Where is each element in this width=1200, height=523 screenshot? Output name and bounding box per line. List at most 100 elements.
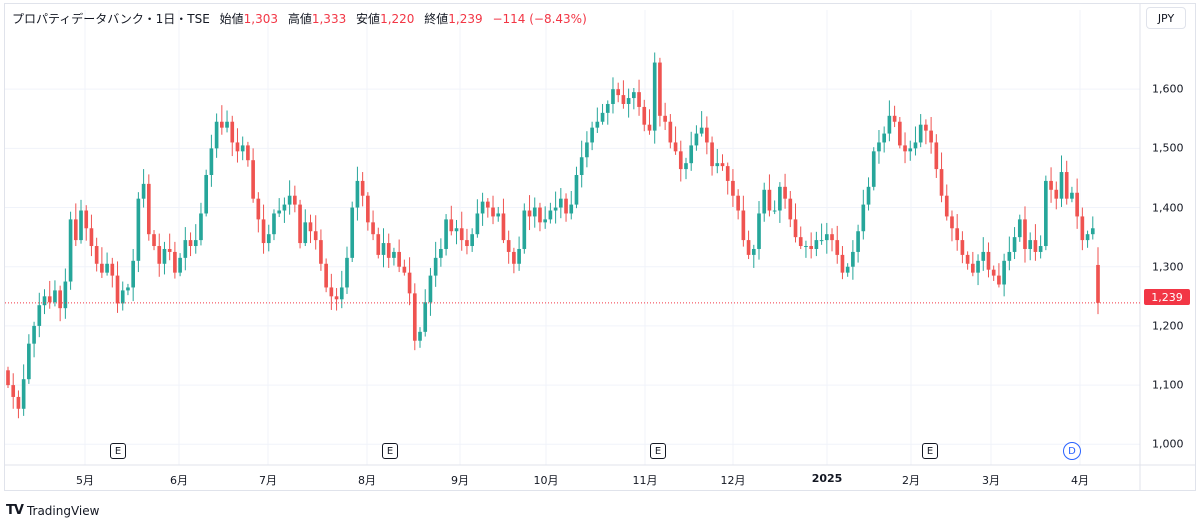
candle-up[interactable] — [439, 248, 443, 258]
candle-up[interactable] — [475, 213, 480, 235]
candle-up[interactable] — [532, 207, 537, 217]
candle-up[interactable] — [225, 121, 229, 128]
candle-up[interactable] — [454, 228, 459, 232]
candle-up[interactable] — [871, 151, 876, 187]
candle-up[interactable] — [204, 175, 209, 214]
candle-up[interactable] — [193, 240, 198, 247]
candle-up[interactable] — [772, 210, 777, 212]
candle-up[interactable] — [845, 266, 850, 273]
candle-up[interactable] — [277, 210, 282, 214]
candle-up[interactable] — [579, 157, 584, 175]
candle-up[interactable] — [611, 89, 615, 104]
candle-down[interactable] — [705, 127, 709, 143]
candle-down[interactable] — [152, 234, 156, 247]
candle-down[interactable] — [360, 180, 365, 196]
candle-down[interactable] — [621, 95, 626, 104]
candle-up[interactable] — [908, 148, 913, 152]
candle-down[interactable] — [84, 210, 89, 229]
candle-up[interactable] — [350, 207, 355, 258]
candle-down[interactable] — [960, 240, 965, 255]
candle-down[interactable] — [402, 266, 407, 273]
tradingview-brand[interactable]: TV TradingView — [6, 503, 99, 518]
candle-up[interactable] — [32, 325, 36, 344]
candle-up[interactable] — [887, 115, 892, 134]
candle-down[interactable] — [376, 234, 381, 255]
candle-down[interactable] — [491, 207, 495, 217]
candle-up[interactable] — [981, 251, 986, 261]
candle-down[interactable] — [997, 275, 1001, 285]
candle-down[interactable] — [616, 89, 621, 96]
candle-down[interactable] — [658, 62, 662, 116]
candle-down[interactable] — [465, 240, 469, 247]
dividend-marker[interactable]: D — [1063, 442, 1081, 460]
candle-up[interactable] — [652, 62, 657, 131]
candle-down[interactable] — [94, 246, 99, 264]
candle-down[interactable] — [58, 290, 62, 309]
candle-down[interactable] — [506, 240, 511, 252]
candle-up[interactable] — [183, 240, 188, 258]
candle-down[interactable] — [1075, 192, 1079, 217]
candle-up[interactable] — [877, 142, 881, 152]
candle-down[interactable] — [944, 195, 949, 217]
candle-down[interactable] — [6, 370, 10, 386]
candle-down[interactable] — [313, 231, 318, 241]
candle-up[interactable] — [178, 257, 182, 273]
candle-up[interactable] — [1059, 172, 1064, 199]
candle-up[interactable] — [214, 121, 219, 149]
candle-down[interactable] — [1033, 240, 1038, 252]
candle-up[interactable] — [1038, 246, 1043, 252]
candle-down[interactable] — [220, 121, 224, 128]
candle-up[interactable] — [1085, 234, 1090, 241]
candle-down[interactable] — [412, 293, 417, 341]
candle-up[interactable] — [470, 234, 474, 247]
candle-down[interactable] — [261, 219, 266, 244]
candle-down[interactable] — [924, 124, 928, 131]
candle-down[interactable] — [235, 142, 240, 152]
candle-up[interactable] — [866, 186, 871, 205]
candle-up[interactable] — [605, 103, 610, 113]
candle-down[interactable] — [110, 263, 115, 276]
candle-down[interactable] — [929, 130, 933, 143]
candle-up[interactable] — [287, 195, 292, 205]
candle-down[interactable] — [1080, 216, 1085, 241]
candle-down[interactable] — [293, 195, 297, 205]
candle-down[interactable] — [11, 385, 16, 397]
candle-down[interactable] — [459, 228, 464, 241]
candle-down[interactable] — [798, 237, 803, 247]
candle-up[interactable] — [345, 257, 349, 288]
candle-up[interactable] — [63, 281, 68, 309]
candle-down[interactable] — [47, 296, 52, 303]
candle-up[interactable] — [558, 198, 563, 208]
candle-down[interactable] — [934, 142, 939, 170]
candle-up[interactable] — [1012, 237, 1017, 252]
candle-up[interactable] — [418, 331, 422, 341]
candle-up[interactable] — [543, 219, 548, 223]
candle-up[interactable] — [209, 148, 214, 175]
candle-up[interactable] — [105, 263, 109, 273]
candle-down[interactable] — [939, 169, 944, 196]
candle-down[interactable] — [1049, 180, 1053, 190]
candle-down[interactable] — [746, 240, 751, 255]
candle-down[interactable] — [1064, 172, 1069, 199]
candle-down[interactable] — [897, 121, 902, 146]
candle-up[interactable] — [856, 231, 860, 252]
candle-up[interactable] — [861, 204, 866, 232]
candle-down[interactable] — [371, 222, 375, 235]
candle-up[interactable] — [131, 260, 135, 288]
candle-down[interactable] — [830, 234, 834, 241]
candle-up[interactable] — [433, 257, 438, 276]
candle-down[interactable] — [741, 210, 746, 241]
candle-down[interactable] — [386, 243, 391, 258]
candle-down[interactable] — [986, 251, 991, 270]
candle-up[interactable] — [694, 133, 699, 146]
candle-up[interactable] — [819, 240, 824, 242]
candle-up[interactable] — [266, 234, 271, 244]
candle-down[interactable] — [955, 228, 960, 241]
candle-up[interactable] — [595, 121, 600, 128]
candle-up[interactable] — [303, 222, 308, 244]
candle-up[interactable] — [684, 163, 688, 170]
currency-button[interactable]: JPY — [1146, 7, 1186, 29]
candle-up[interactable] — [600, 112, 605, 122]
candle-up[interactable] — [423, 302, 428, 332]
